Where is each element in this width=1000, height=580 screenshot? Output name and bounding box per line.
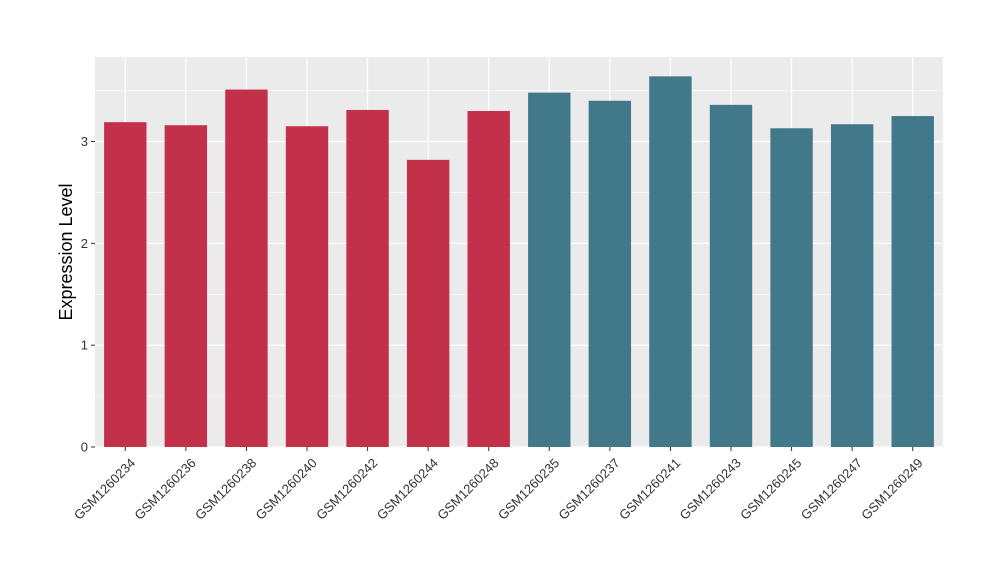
bar-GSM1260235 (528, 92, 571, 448)
bar-GSM1260244 (406, 159, 450, 447)
bar-GSM1260242 (346, 109, 389, 448)
bar-GSM1260236 (164, 125, 208, 447)
bars (104, 76, 934, 448)
y-tick-label: 1 (81, 338, 88, 353)
x-tick-label: GSM1260245 (737, 455, 804, 522)
x-tick-label: GSM1260236 (131, 455, 198, 522)
plot-panel (95, 57, 943, 447)
x-tick-label: GSM1260240 (253, 455, 320, 522)
x-tick-label: GSM1260243 (677, 455, 744, 522)
x-tick-label: GSM1260238 (192, 455, 259, 522)
x-tick-label: GSM1260241 (616, 455, 683, 522)
bar-GSM1260249 (891, 116, 934, 447)
bar-GSM1260238 (225, 89, 268, 448)
bar-GSM1260237 (588, 100, 632, 448)
bar-GSM1260241 (649, 76, 692, 447)
y-tick-label: 0 (81, 440, 88, 455)
bar-GSM1260240 (285, 126, 329, 447)
bar-GSM1260248 (467, 110, 510, 448)
bar-GSM1260247 (830, 124, 874, 447)
x-tick-label: GSM1260242 (313, 455, 380, 522)
x-tick-label: GSM1260234 (71, 455, 138, 522)
x-tick-label: GSM1260244 (374, 455, 441, 522)
y-tick-label: 2 (81, 236, 88, 251)
bar-GSM1260243 (709, 104, 753, 447)
x-tick-label: GSM1260237 (555, 455, 622, 522)
x-tick-label: GSM1260248 (434, 455, 501, 522)
bar-GSM1260245 (770, 128, 813, 448)
y-axis-title: Expression Level (56, 183, 76, 320)
bar-GSM1260234 (104, 122, 147, 448)
y-axis: 0 1 2 3 (81, 134, 95, 455)
x-tick-label: GSM1260235 (495, 455, 562, 522)
y-tick-label: 3 (81, 134, 88, 149)
x-tick-label: GSM1260247 (798, 455, 865, 522)
x-axis: GSM1260234GSM1260236GSM1260238GSM1260240… (71, 447, 926, 523)
x-tick-label: GSM1260249 (858, 455, 925, 522)
